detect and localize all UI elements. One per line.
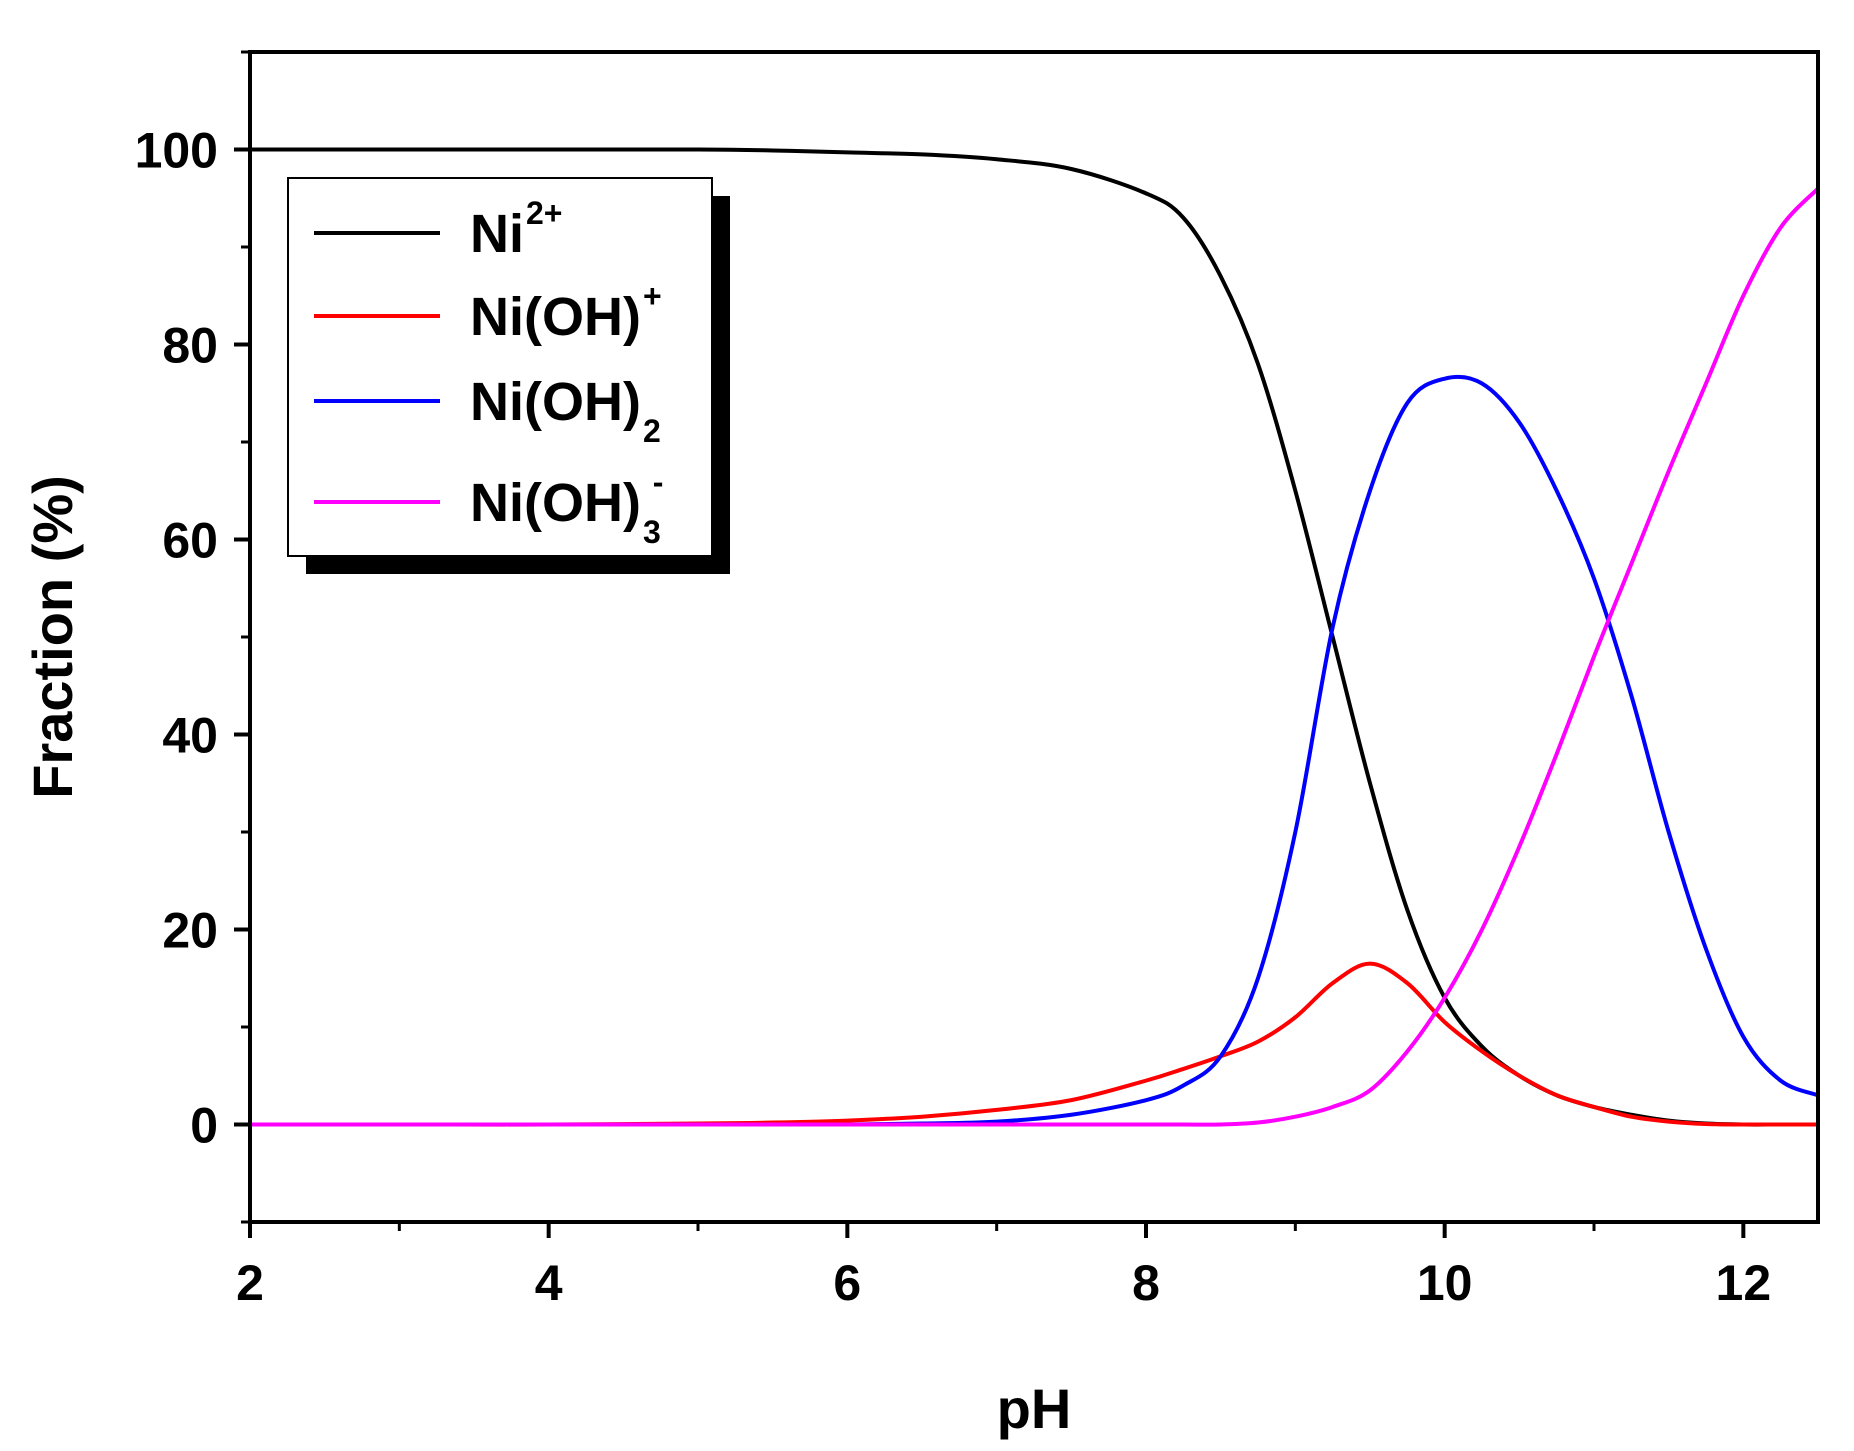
series-lines — [250, 147, 1818, 1127]
y-axis: 0 20 40 60 80 100 — [135, 50, 250, 1224]
legend-box — [287, 177, 713, 557]
legend-entry-ni2: Ni2+ — [314, 195, 562, 264]
y-tick-label: 100 — [135, 123, 218, 179]
legend-label-subscript: 3 — [643, 514, 661, 550]
y-tick-label: 40 — [162, 708, 218, 764]
legend-label: Ni2+ — [470, 195, 562, 264]
legend: Ni2+Ni(OH)+Ni(OH)2Ni(OH)3- — [287, 177, 730, 574]
y-tick-label: 0 — [190, 1098, 218, 1154]
legend-label-superscript: - — [653, 464, 664, 500]
x-axis: 2 4 6 8 10 12 — [236, 1222, 1771, 1311]
legend-entry-nioh3-minus: Ni(OH)3 - — [314, 464, 663, 550]
legend-label-subscript: 2 — [643, 413, 661, 449]
x-tick-label: 6 — [833, 1255, 861, 1311]
x-axis-title: pH — [997, 1377, 1072, 1440]
legend-label-base: Ni — [470, 204, 524, 264]
x-tick-label: 10 — [1417, 1255, 1473, 1311]
y-tick-label: 80 — [162, 318, 218, 374]
legend-label-superscript: 2+ — [526, 195, 562, 231]
legend-label-superscript: + — [643, 278, 662, 314]
y-tick-label: 20 — [162, 903, 218, 959]
x-tick-label: 8 — [1132, 1255, 1160, 1311]
legend-entry-nioh-plus: Ni(OH)+ — [314, 278, 662, 347]
x-tick-label: 12 — [1716, 1255, 1772, 1311]
legend-label-base: Ni(OH) — [470, 473, 641, 533]
legend-entry-nioh2: Ni(OH)2 — [314, 372, 661, 449]
legend-label: Ni(OH)3 - — [470, 464, 663, 550]
nioh3-minus-line — [250, 187, 1818, 1127]
x-tick-label: 4 — [535, 1255, 563, 1311]
x-tick-label: 2 — [236, 1255, 264, 1311]
legend-label: Ni(OH)+ — [470, 278, 662, 347]
legend-label-base: Ni(OH) — [470, 372, 641, 432]
y-axis-title: Fraction (%) — [21, 475, 84, 799]
legend-label: Ni(OH)2 — [470, 372, 661, 449]
y-tick-label: 60 — [162, 513, 218, 569]
legend-label-base: Ni(OH) — [470, 287, 641, 347]
